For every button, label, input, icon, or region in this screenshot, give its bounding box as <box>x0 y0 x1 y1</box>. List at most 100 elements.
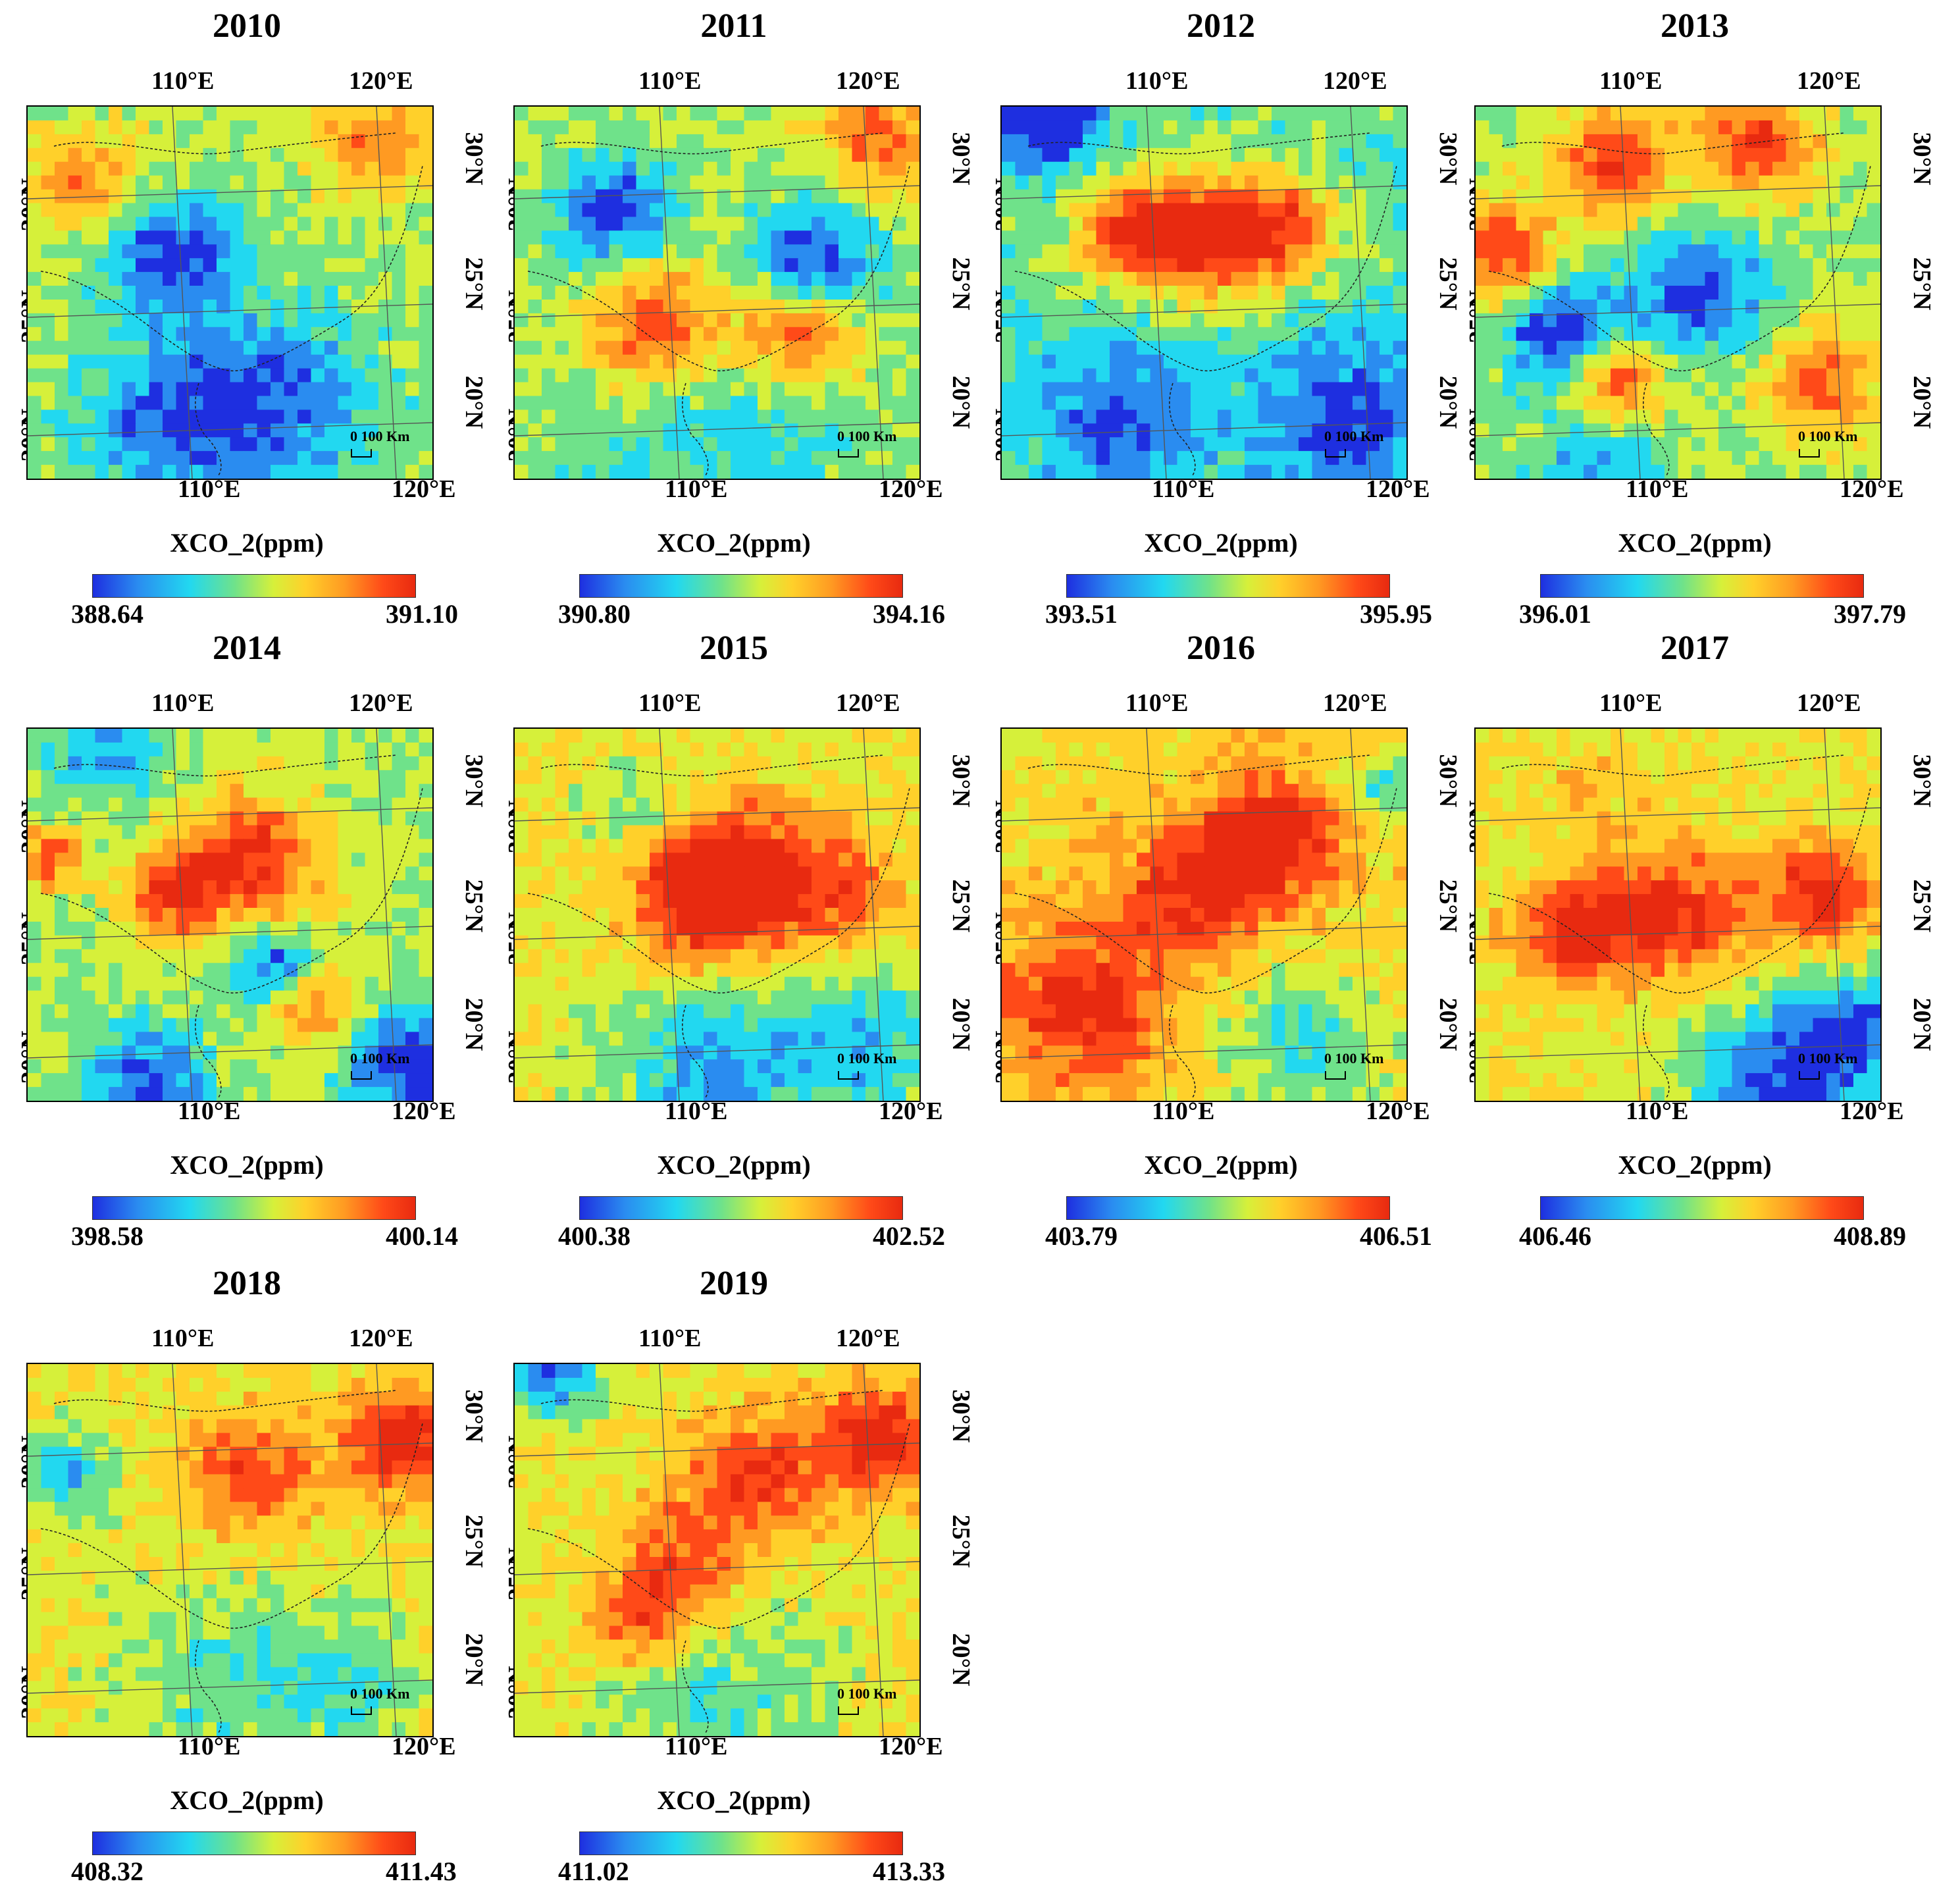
field-cell <box>297 949 312 964</box>
field-cell <box>271 783 285 799</box>
field-cell <box>1231 147 1245 163</box>
field-cell <box>879 935 893 950</box>
field-cell <box>203 354 217 369</box>
field-cell <box>636 742 650 757</box>
field-cell <box>852 134 866 149</box>
field-cell <box>82 756 96 771</box>
field-cell <box>1245 286 1259 300</box>
field-cell <box>623 147 637 163</box>
field-cell <box>758 825 772 839</box>
field-cell <box>1611 313 1625 328</box>
field-cell <box>55 839 69 853</box>
field-cell <box>1826 258 1841 273</box>
field-cell <box>609 1004 623 1018</box>
field-cell <box>190 300 204 314</box>
field-cell <box>1476 244 1490 259</box>
field-cell <box>1353 161 1367 176</box>
field-cell <box>690 1087 704 1101</box>
field-cell <box>744 134 758 149</box>
graticule-line <box>1476 303 1880 318</box>
field-cell <box>1204 300 1218 314</box>
field-cell <box>704 437 718 452</box>
field-cell <box>1759 437 1773 452</box>
field-cell <box>1678 244 1692 259</box>
field-cell <box>636 203 650 217</box>
field-cell <box>1083 313 1097 328</box>
scale-bar <box>1325 449 1346 458</box>
field-cell <box>852 175 866 190</box>
field-cell <box>68 120 82 135</box>
field-cell <box>555 354 569 369</box>
field-cell <box>217 409 231 424</box>
tick-bottom-120e: 120°E <box>1366 475 1430 503</box>
field-cell <box>365 1059 379 1074</box>
field-cell <box>1002 451 1016 465</box>
field-cell <box>82 866 96 881</box>
field-cell <box>1312 327 1326 342</box>
field-cell <box>636 437 650 452</box>
field-cell <box>1530 313 1544 328</box>
field-cell <box>1570 134 1584 149</box>
field-cell <box>609 770 623 785</box>
field-cell <box>230 107 244 121</box>
field-cell <box>297 922 312 936</box>
field-cell <box>1150 203 1164 217</box>
field-cell <box>731 1004 745 1018</box>
field-cell <box>906 147 919 163</box>
field-cell <box>55 797 69 812</box>
field-cell <box>55 217 69 231</box>
field-cell <box>149 272 163 286</box>
field-cell <box>1853 217 1868 231</box>
field-cell <box>542 354 556 369</box>
field-cell <box>1570 382 1584 396</box>
field-cell <box>257 409 271 424</box>
field-cell <box>419 756 432 771</box>
field-cell <box>244 286 258 300</box>
field-cell <box>1123 203 1137 217</box>
field-cell <box>879 217 893 231</box>
field-cell <box>555 396 569 410</box>
xco2-map: 0 100 Km <box>1000 105 1408 480</box>
field-cell <box>677 300 691 314</box>
field-cell <box>785 1045 799 1060</box>
field-cell <box>1557 368 1571 383</box>
field-cell <box>257 1059 271 1074</box>
field-cell <box>1678 286 1692 300</box>
field-cell <box>1543 368 1557 383</box>
field-cell <box>163 1004 177 1018</box>
field-cell <box>297 976 312 991</box>
field-cell <box>798 451 812 465</box>
field-cell <box>1245 409 1259 424</box>
field-cell <box>257 147 271 163</box>
field-cell <box>1123 340 1137 356</box>
field-cell <box>311 1004 325 1018</box>
field-cell <box>284 1073 298 1088</box>
field-cell <box>392 729 406 743</box>
field-cell <box>244 908 258 922</box>
field-cell <box>136 423 150 438</box>
field-cell <box>365 368 379 383</box>
field-cell <box>1732 354 1746 369</box>
field-cell <box>1326 258 1340 273</box>
field-cell <box>1503 217 1517 231</box>
field-cell <box>1042 230 1056 245</box>
field-cell <box>271 811 285 826</box>
field-cell <box>596 409 610 424</box>
field-cell <box>95 1059 109 1074</box>
field-cell <box>1516 258 1530 273</box>
field-cell <box>122 107 136 121</box>
field-cell <box>1380 451 1394 465</box>
field-cell <box>217 465 231 479</box>
field-cell <box>838 880 853 895</box>
field-cell <box>852 990 866 1005</box>
field-cell <box>1326 368 1340 383</box>
field-cell <box>392 230 406 245</box>
field-cell <box>663 409 677 424</box>
graticule-line <box>28 926 432 940</box>
field-cell <box>217 825 231 839</box>
field-cell <box>1840 272 1854 286</box>
field-cell <box>717 922 731 936</box>
field-cell <box>1664 161 1679 176</box>
field-cell <box>1557 244 1571 259</box>
field-cell <box>190 203 204 217</box>
